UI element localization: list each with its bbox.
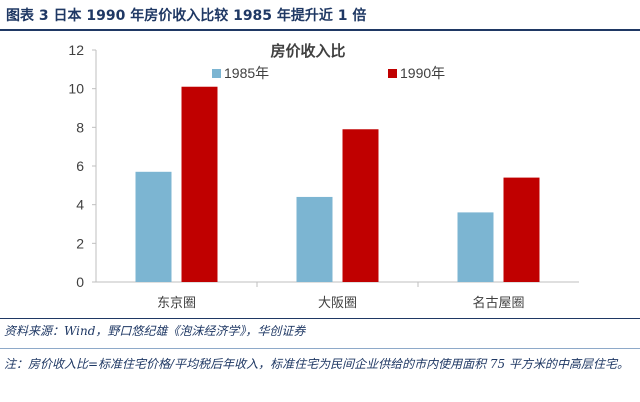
bar-1990年-名古屋圈 <box>503 177 540 282</box>
title-rule <box>0 29 640 31</box>
source-text: 资料来源：Wind，野口悠纪雄《泡沫经济学》，华创证券 <box>4 324 306 338</box>
y-tick-label: 4 <box>76 197 84 213</box>
bar-1990年-东京圈 <box>181 86 218 282</box>
legend-label: 1990年 <box>400 65 445 81</box>
x-category-label: 名古屋圈 <box>472 295 524 311</box>
legend-swatch-1985年 <box>212 69 221 78</box>
note-rule <box>0 348 640 349</box>
y-tick-label: 10 <box>68 81 84 97</box>
y-tick-label: 2 <box>76 235 84 251</box>
bar-1985年-大阪圈 <box>296 196 333 282</box>
y-tick-label: 0 <box>76 274 84 290</box>
bar-1990年-大阪圈 <box>342 129 379 282</box>
bar-1985年-名古屋圈 <box>457 212 494 282</box>
source-rule <box>0 318 640 319</box>
bar-chart: 房价收入比 0 2 4 6 8 10 12 东京圈 大阪圈 名古屋圈 1985年 1990年 <box>68 42 579 311</box>
x-category-label: 东京圈 <box>157 296 196 311</box>
y-tick-label: 12 <box>68 42 84 58</box>
legend-swatch-1990年 <box>388 69 397 78</box>
chart-title: 房价收入比 <box>270 42 345 60</box>
figure-title: 图表 3 日本 1990 年房价收入比较 1985 年提升近 1 倍 <box>6 8 367 24</box>
note-text: 注：房价收入比=标准住宅价格/平均税后年收入，标准住宅为民间企业供给的市内使用面… <box>4 357 630 371</box>
y-tick-label: 8 <box>76 119 84 135</box>
x-category-label: 大阪圈 <box>318 296 357 311</box>
bar-1985年-东京圈 <box>135 171 172 282</box>
y-tick-label: 6 <box>76 158 84 174</box>
legend-label: 1985年 <box>224 65 269 81</box>
